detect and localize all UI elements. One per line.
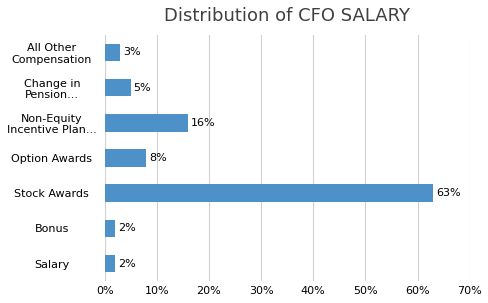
Bar (104, 44, 120, 61)
Bar (104, 114, 188, 132)
Text: 2%: 2% (118, 258, 135, 268)
Text: 16%: 16% (190, 118, 215, 128)
Text: 63%: 63% (435, 188, 460, 198)
Bar (104, 149, 146, 167)
Title: Distribution of CFO SALARY: Distribution of CFO SALARY (164, 7, 409, 25)
Bar (104, 79, 130, 96)
Bar (104, 255, 115, 272)
Text: 5%: 5% (133, 83, 151, 93)
Bar (104, 185, 432, 202)
Text: 8%: 8% (149, 153, 166, 163)
Bar (104, 220, 115, 237)
Text: 3%: 3% (122, 48, 140, 58)
Text: 2%: 2% (118, 223, 135, 233)
